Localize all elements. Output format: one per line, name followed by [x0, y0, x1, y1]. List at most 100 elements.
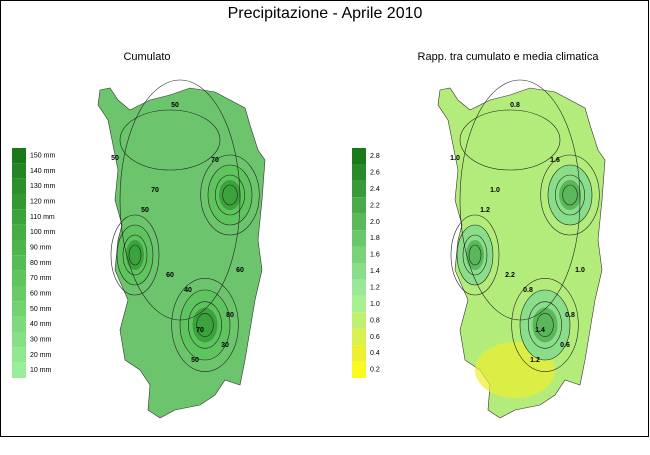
legend-swatch: [12, 148, 26, 164]
contour-label: 1.0: [575, 267, 585, 274]
legend-swatch: [12, 194, 26, 210]
contour: [179, 289, 231, 361]
legend-label: 80 mm: [30, 260, 52, 267]
legend-swatch: [352, 279, 366, 296]
legend-swatch: [12, 163, 26, 179]
map-panel: Cumulato 150 mm 140 mm 130 mm 120 mm 110 mm 10…: [12, 51, 266, 419]
zone: [532, 307, 558, 343]
legend-swatch: [352, 263, 366, 280]
legend-label: 100 mm: [30, 229, 55, 236]
legend-label: 150 mm: [30, 153, 55, 160]
legend-swatch: [352, 230, 366, 247]
contour-label: 0.8: [510, 102, 520, 109]
map-panel: Rapp. tra cumulato e media climatica 2.8 2…: [352, 51, 606, 419]
legend-swatch: [12, 301, 26, 317]
contour-label: 50: [191, 357, 199, 364]
contour-label: 0.8: [523, 287, 533, 294]
contour-label: 1.0: [490, 187, 500, 194]
contour: [540, 154, 600, 236]
legend-label: 30 mm: [30, 337, 52, 344]
legend-swatch: [12, 240, 26, 256]
contour: [555, 174, 585, 216]
legend-swatch: [352, 246, 366, 263]
legend-label: 70 mm: [30, 275, 52, 282]
contour: [468, 244, 482, 266]
map-title: Cumulato: [123, 51, 170, 63]
contour: [511, 278, 579, 372]
legend-swatch: [12, 332, 26, 348]
legend-swatch: [12, 362, 26, 378]
contour: [196, 313, 214, 337]
legend-swatch: [352, 312, 366, 329]
contour: [450, 214, 500, 296]
legend-label: 0.4: [370, 350, 380, 357]
legend-label: 20 mm: [30, 352, 52, 359]
contour-label: 1.0: [450, 155, 460, 162]
legend-label: 2.6: [370, 169, 380, 176]
contour: [119, 109, 221, 171]
legend-label: 2.4: [370, 186, 380, 193]
legend-label: 0.8: [370, 317, 380, 324]
zone: [466, 240, 484, 270]
contour: [200, 154, 260, 236]
legend-swatch: [352, 164, 366, 181]
legend-label: 1.6: [370, 252, 380, 259]
map: 0.8 1.0 1.2 1.6 1.0 2.2 1.0 0.8 0.8 1.4 1.2 0.6: [437, 79, 606, 419]
legend-swatch: [12, 316, 26, 332]
contour: [459, 109, 561, 171]
legend-swatch: [352, 361, 366, 378]
contour-label: 50: [141, 207, 149, 214]
contour: [119, 79, 241, 321]
map-title: Rapp. tra cumulato e media climatica: [418, 51, 600, 63]
legend-swatch: [352, 345, 366, 362]
contour: [110, 214, 160, 296]
contour-label: 50: [111, 155, 119, 162]
contour: [215, 174, 245, 216]
contour-label: 0.6: [560, 342, 570, 349]
contour: [171, 278, 239, 372]
contour-label: 70: [151, 187, 159, 194]
title: Precipitazione - Aprile 2010: [228, 5, 423, 22]
contour: [222, 184, 238, 206]
legend-swatch: [12, 209, 26, 225]
contour-label: 40: [184, 287, 192, 294]
contour: [562, 184, 578, 206]
legend-label: 1.0: [370, 301, 380, 308]
legend-swatch: [12, 224, 26, 240]
legend-swatch: [352, 328, 366, 346]
contour: [547, 164, 593, 226]
contour-label: 70: [196, 327, 204, 334]
contour: [536, 313, 554, 337]
contour-label: 2.2: [505, 272, 515, 279]
legend-swatch: [12, 270, 26, 286]
contour: [207, 164, 253, 226]
contour-label: 1.6: [550, 157, 560, 164]
legend-swatch: [12, 286, 26, 302]
contour-label: 80: [226, 312, 234, 319]
contour: [456, 224, 494, 286]
contour: [188, 301, 222, 349]
legend-swatch: [352, 180, 366, 198]
contour-label: 60: [236, 267, 244, 274]
contour-label: 50: [171, 102, 179, 109]
contour: [459, 79, 581, 321]
legend-label: 0.2: [370, 367, 380, 374]
legend-swatch: [12, 347, 26, 363]
legend-swatch: [352, 295, 366, 313]
legend-swatch: [12, 255, 26, 271]
map: 50 50 50 70 70 60 60 80 40 70 50 30: [97, 79, 266, 419]
contour-label: 70: [211, 157, 219, 164]
legend-label: 50 mm: [30, 306, 52, 313]
contour: [128, 244, 142, 266]
contour-label: 1.4: [535, 327, 545, 334]
contour-label: 0.8: [565, 312, 575, 319]
legend-label: 140 mm: [30, 168, 55, 175]
legend-label: 1.8: [370, 235, 380, 242]
contour: [116, 224, 154, 286]
legend-swatch: [352, 213, 366, 231]
legend-swatch: [12, 178, 26, 194]
contour: [528, 301, 562, 349]
contour-label: 60: [166, 272, 174, 279]
contour: [519, 289, 571, 361]
